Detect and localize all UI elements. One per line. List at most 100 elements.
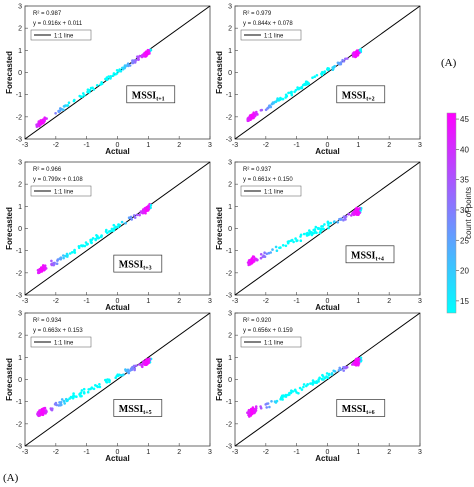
data-point <box>36 412 39 416</box>
data-point <box>299 239 303 242</box>
x-axis-label: Actual <box>105 147 129 156</box>
data-point <box>62 105 66 108</box>
data-point <box>89 238 92 242</box>
y-tick-label: -3 <box>226 293 232 300</box>
data-point <box>142 210 145 214</box>
y-tick-label: -1 <box>16 399 22 406</box>
data-point <box>131 61 134 64</box>
data-point <box>288 393 291 396</box>
x-tick-label: -2 <box>263 142 269 149</box>
data-point <box>140 55 144 58</box>
data-point <box>308 231 312 235</box>
data-point <box>139 211 143 214</box>
data-point <box>255 112 259 116</box>
y-tick-label: -3 <box>16 137 22 144</box>
one-to-one-line <box>234 312 421 447</box>
data-point <box>133 216 137 219</box>
data-point <box>252 116 255 120</box>
data-point <box>310 233 314 237</box>
data-point <box>342 366 345 369</box>
data-point <box>266 106 270 110</box>
legend-label: 1:1 line <box>264 34 284 40</box>
y-tick-label: 1 <box>18 204 22 211</box>
data-point <box>343 366 347 369</box>
scatter-points <box>246 356 363 418</box>
data-point <box>88 90 91 94</box>
data-point <box>35 125 39 128</box>
y-axis-label: Forecasted <box>5 358 14 401</box>
x-tick-label: 3 <box>208 449 212 456</box>
y-axis-label: Forecasted <box>5 207 14 250</box>
data-point <box>271 248 274 251</box>
data-point <box>120 220 124 224</box>
y-tick-label: -2 <box>16 270 22 277</box>
y-axis-label: Forecasted <box>215 207 224 250</box>
data-point <box>64 254 67 258</box>
x-tick-label: -1 <box>294 142 300 149</box>
x-axis-label: Actual <box>105 303 129 312</box>
y-tick-label: -1 <box>226 92 232 99</box>
data-point <box>90 386 94 390</box>
data-point <box>54 112 57 115</box>
y-tick-label: -3 <box>226 444 232 451</box>
data-point <box>73 251 77 254</box>
data-point <box>358 51 361 55</box>
data-point <box>271 102 274 105</box>
data-point <box>132 59 136 62</box>
data-point <box>344 57 347 61</box>
data-point <box>114 225 117 229</box>
data-point <box>140 363 143 366</box>
y-tick-label: 0 <box>228 226 232 233</box>
one-to-one-line <box>24 312 211 447</box>
r-squared-label: R² = 0.920 <box>243 318 272 324</box>
data-point <box>71 395 74 399</box>
data-point <box>296 239 299 242</box>
data-point <box>250 410 253 413</box>
data-point <box>112 72 116 75</box>
data-point <box>293 388 297 392</box>
x-tick-label: -1 <box>84 142 90 149</box>
x-tick-label: 1 <box>356 142 360 149</box>
x-tick-label: -1 <box>84 298 90 305</box>
data-point <box>62 399 66 403</box>
legend-box <box>240 29 302 41</box>
x-tick-label: -3 <box>22 142 28 149</box>
colorbar: 15 20 25 30 35 40 45 count of points <box>446 112 473 314</box>
x-axis-label: Actual <box>315 147 339 156</box>
equation-label: y = 0.799x + 0.108 <box>33 177 83 183</box>
data-point <box>53 261 56 265</box>
x-tick-label: -3 <box>22 449 28 456</box>
data-point <box>38 409 41 412</box>
y-axis-label: Forecasted <box>5 51 14 94</box>
y-axis-label: Forecasted <box>215 358 224 401</box>
x-tick-label: 1 <box>356 298 360 305</box>
y-tick-label: 0 <box>228 70 232 77</box>
x-tick-label: 0 <box>116 449 120 456</box>
data-point <box>98 385 102 389</box>
data-point <box>358 207 361 210</box>
x-tick-label: 0 <box>326 142 330 149</box>
y-tick-label: -1 <box>226 399 232 406</box>
data-point <box>126 62 130 65</box>
data-point <box>327 226 330 230</box>
x-tick-label: -1 <box>84 449 90 456</box>
y-tick-label: 3 <box>228 160 232 167</box>
data-point <box>300 388 304 391</box>
data-point <box>66 104 70 107</box>
colorbar-tick-label: 30 <box>460 206 469 215</box>
y-tick-label: 0 <box>228 377 232 384</box>
data-point <box>105 381 109 384</box>
data-point <box>295 391 299 394</box>
data-point <box>346 57 349 60</box>
data-point <box>259 406 263 410</box>
r-squared-label: R² = 0.937 <box>243 167 272 173</box>
scatter-points <box>35 48 153 128</box>
data-point <box>120 374 123 377</box>
data-point <box>64 397 68 401</box>
data-point <box>251 259 255 263</box>
data-point <box>135 213 139 217</box>
mssi-label: MSSIt+6 <box>342 404 375 416</box>
data-point <box>45 410 48 414</box>
data-point <box>59 403 63 406</box>
